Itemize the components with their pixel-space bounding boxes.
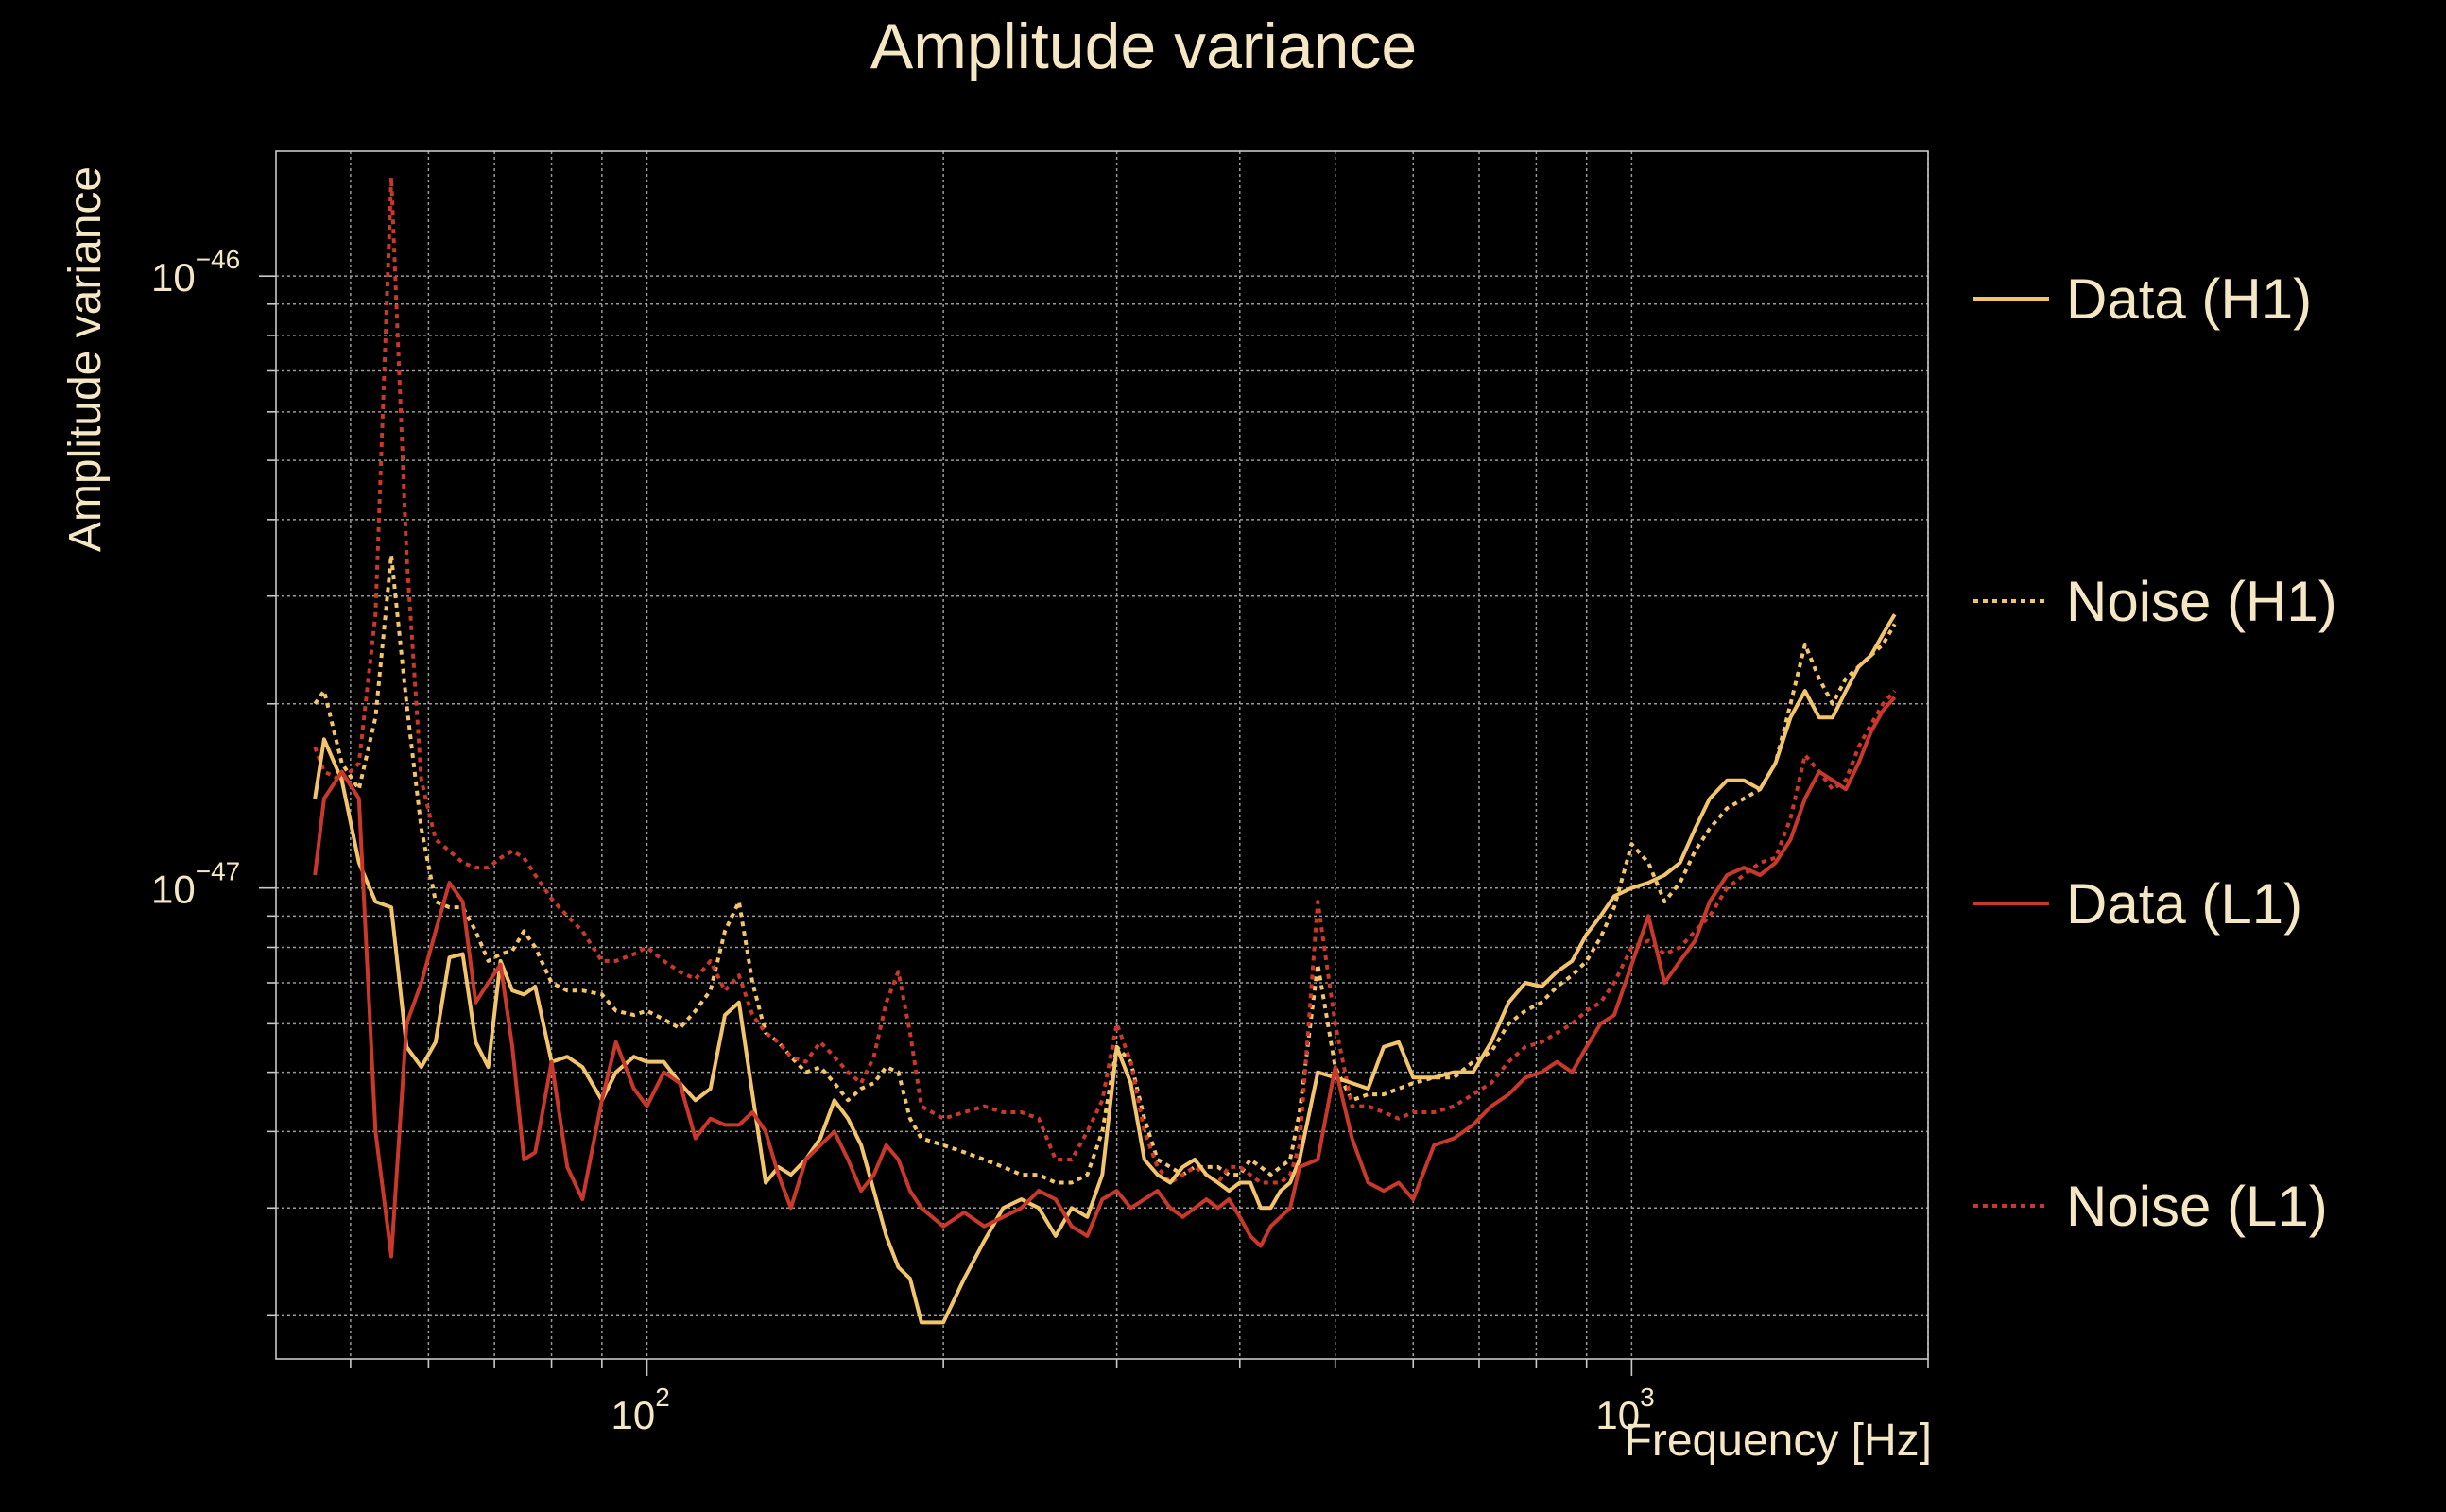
x-axis-label: Frequency [Hz] [1625, 1416, 1932, 1466]
series-line-noise-l1 [313, 175, 1897, 1185]
legend: Data (H1) Noise (H1) Data (L1) Noise (L1) [1973, 267, 2337, 1238]
y-tick-label: 10−47 [151, 857, 240, 912]
series-line-data-h1 [313, 613, 1897, 1325]
x-tick-label: 102 [612, 1383, 670, 1437]
x-tick-label: 103 [1595, 1383, 1654, 1437]
chart-title: Amplitude variance [870, 10, 1417, 82]
legend-label: Data (L1) [2066, 872, 2302, 936]
axis-ticks: 10−46 10−47 102 103 [151, 245, 1655, 1437]
y-axis-label: Amplitude variance [60, 166, 111, 552]
y-tick-label: 10−46 [151, 245, 240, 300]
legend-label: Data (H1) [2066, 267, 2312, 331]
plot-frame [275, 150, 1929, 1360]
series-line-data-l1 [313, 696, 1897, 1259]
legend-label: Noise (H1) [2066, 570, 2337, 633]
legend-label: Noise (L1) [2066, 1175, 2328, 1238]
grid-lines [259, 151, 1929, 1376]
plot-series [313, 175, 1897, 1325]
